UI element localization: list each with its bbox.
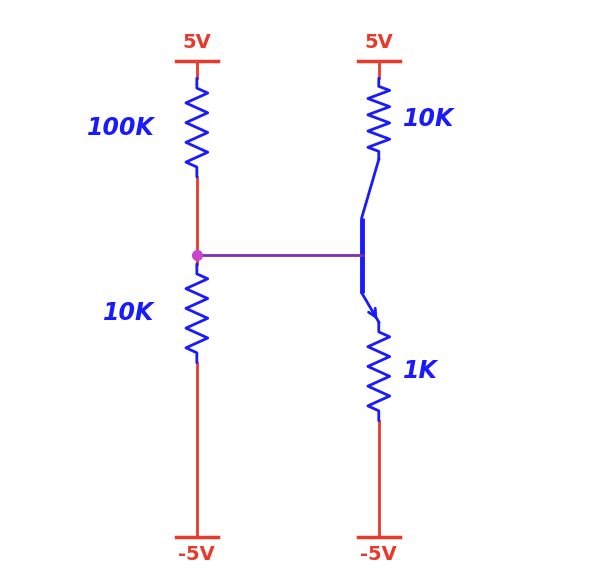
Text: 5V: 5V: [182, 33, 211, 52]
Text: 5V: 5V: [364, 33, 393, 52]
Text: 10K: 10K: [403, 107, 454, 131]
Text: 10K: 10K: [103, 301, 154, 325]
Text: 1K: 1K: [403, 359, 438, 383]
Text: 100K: 100K: [87, 115, 154, 139]
Text: -5V: -5V: [360, 546, 397, 564]
Text: -5V: -5V: [179, 546, 215, 564]
